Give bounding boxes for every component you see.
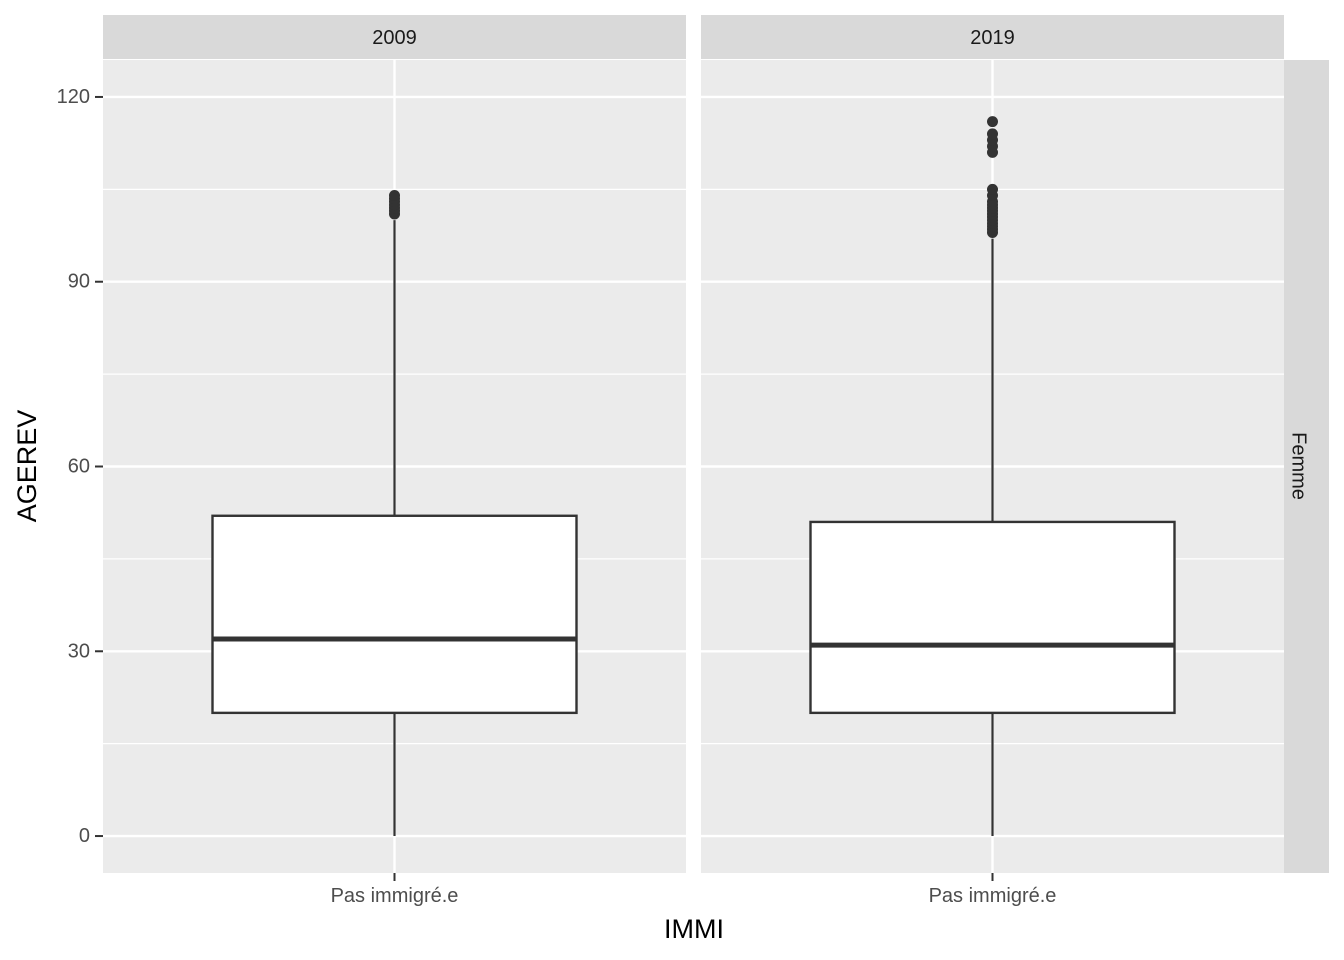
- y-tick-label: 60: [68, 456, 90, 478]
- y-tick-label: 0: [79, 825, 90, 847]
- iqr-box: [809, 520, 1176, 715]
- facet-strip: [103, 15, 686, 59]
- outlier-point: [389, 190, 400, 201]
- y-axis-title: AGEREV: [12, 410, 42, 523]
- facet-panel-2019: 2019 Pas immigré.e: [701, 15, 1284, 907]
- y-tick-label: 30: [68, 640, 90, 662]
- boxplot-2019: [809, 116, 1176, 837]
- facet-strip: [701, 15, 1284, 59]
- iqr-box: [211, 514, 578, 715]
- outlier-point: [987, 128, 998, 140]
- facet-panel-2009: 2009 Pas immigré.e: [103, 15, 686, 907]
- y-axis-ticks: 0 30 60 90 120: [57, 86, 103, 847]
- boxplot-2009: [211, 190, 578, 837]
- facet-panels: 2009 Pas immigré.e 2019 Pas immigré.e: [103, 15, 1284, 907]
- facet-row-strip: [1284, 60, 1329, 873]
- x-tick-label: Pas immigré.e: [929, 885, 1057, 907]
- outlier-point: [987, 116, 998, 128]
- y-tick-label: 90: [68, 271, 90, 293]
- x-axis-title: IMMI: [664, 914, 724, 944]
- outlier-point: [987, 183, 998, 195]
- x-tick-label: Pas immigré.e: [331, 885, 459, 907]
- facet-row-label: Femme: [1288, 432, 1310, 500]
- y-tick-label: 120: [57, 86, 90, 108]
- facet-strip-label: 2019: [970, 27, 1015, 49]
- facet-strip-label: 2009: [372, 27, 417, 49]
